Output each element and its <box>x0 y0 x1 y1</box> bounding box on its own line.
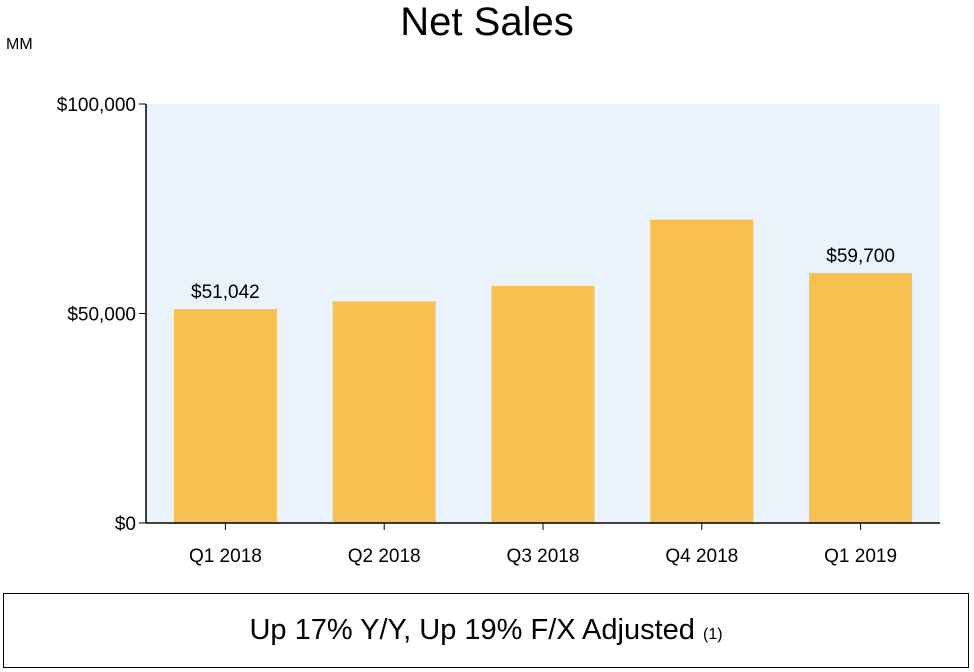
x-tick-label: Q1 2018 <box>189 546 262 567</box>
bar-q2-2018 <box>332 301 436 523</box>
callout-text: Up 17% Y/Y, Up 19% F/X Adjusted <box>249 614 695 646</box>
x-tick-label: Q1 2019 <box>824 546 897 567</box>
bar-q3-2018 <box>491 285 595 523</box>
data-label: $59,700 <box>826 246 895 267</box>
bar-q1-2018 <box>173 309 277 523</box>
data-label: $51,042 <box>191 282 260 303</box>
bar-q4-2018 <box>650 219 754 523</box>
bar-q1-2019 <box>809 272 913 523</box>
y-tick-label: $100,000 <box>57 95 136 116</box>
growth-callout: Up 17% Y/Y, Up 19% F/X Adjusted (1) <box>3 593 969 668</box>
chart-title: Net Sales <box>400 0 574 44</box>
bar-chart: $51,042 Q1 2018 Q2 2018 Q3 2018 Q4 2018 $59,7… <box>57 95 940 567</box>
callout-footnote: (1) <box>702 626 723 643</box>
x-tick-label: Q2 2018 <box>348 546 421 567</box>
x-tick-label: Q3 2018 <box>507 546 580 567</box>
unit-label: MM <box>6 36 33 53</box>
y-tick-label: $0 <box>115 514 136 535</box>
y-tick-label: $50,000 <box>67 305 136 326</box>
x-tick-label: Q4 2018 <box>665 546 738 567</box>
